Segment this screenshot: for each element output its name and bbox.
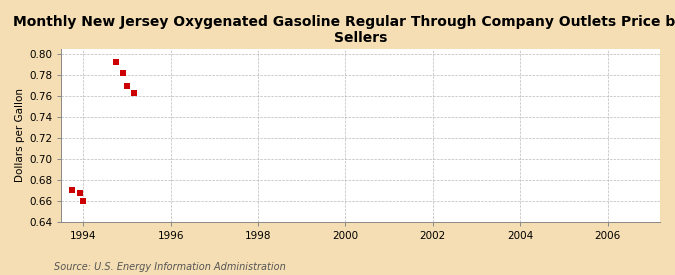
Point: [129, 91, 140, 95]
Point: [67, 188, 78, 192]
Y-axis label: Dollars per Gallon: Dollars per Gallon: [15, 89, 25, 182]
Point: [111, 59, 122, 64]
Point: [74, 191, 85, 196]
Point: [118, 71, 129, 75]
Text: Source: U.S. Energy Information Administration: Source: U.S. Energy Information Administ…: [54, 262, 286, 272]
Point: [122, 84, 132, 88]
Point: [78, 199, 88, 203]
Title: Monthly New Jersey Oxygenated Gasoline Regular Through Company Outlets Price by : Monthly New Jersey Oxygenated Gasoline R…: [13, 15, 675, 45]
